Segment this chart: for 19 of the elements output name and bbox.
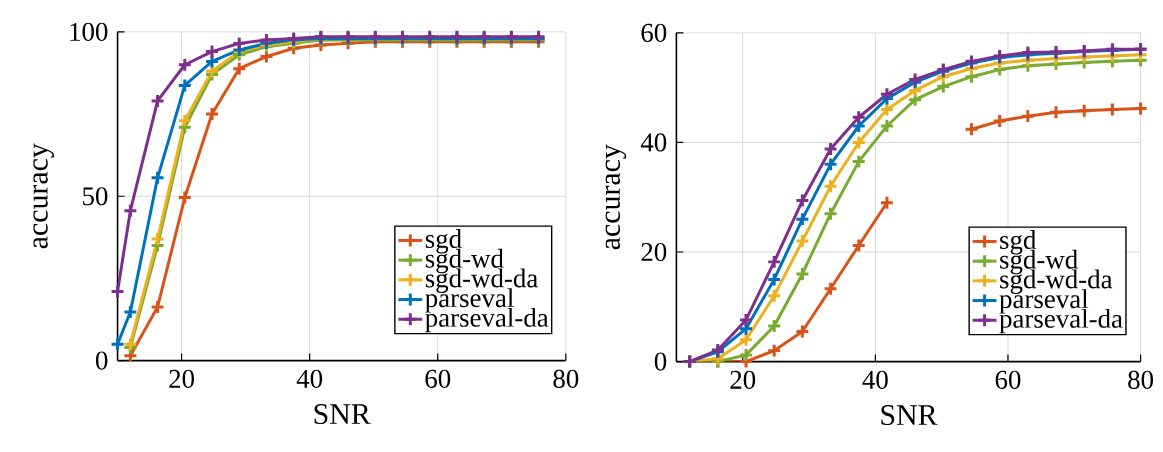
x-tick-label: 40 — [862, 370, 888, 389]
y-tick-label: 40 — [640, 133, 667, 152]
x-tick-label: 20 — [169, 369, 195, 388]
x-tick-label: 20 — [730, 370, 756, 389]
x-tick-label: 60 — [425, 369, 451, 388]
y-tick-label: 20 — [641, 242, 667, 261]
x-tick-label: 80 — [553, 369, 579, 388]
x-axis-title: SNR — [314, 403, 371, 425]
y-tick-label: 0 — [654, 352, 667, 371]
y-axis-title: accuracy — [33, 143, 54, 249]
x-axis-title: SNR — [881, 404, 938, 426]
y-tick-label: 60 — [641, 23, 667, 42]
y-tick-label: 100 — [70, 22, 108, 41]
y-axis-title: accuracy — [605, 144, 627, 250]
y-tick-label: 50 — [83, 187, 108, 206]
x-tick-label: 60 — [995, 370, 1021, 389]
x-tick-label: 80 — [1128, 370, 1154, 389]
y-tick-label: 0 — [95, 351, 108, 370]
x-tick-label: 40 — [296, 369, 323, 388]
